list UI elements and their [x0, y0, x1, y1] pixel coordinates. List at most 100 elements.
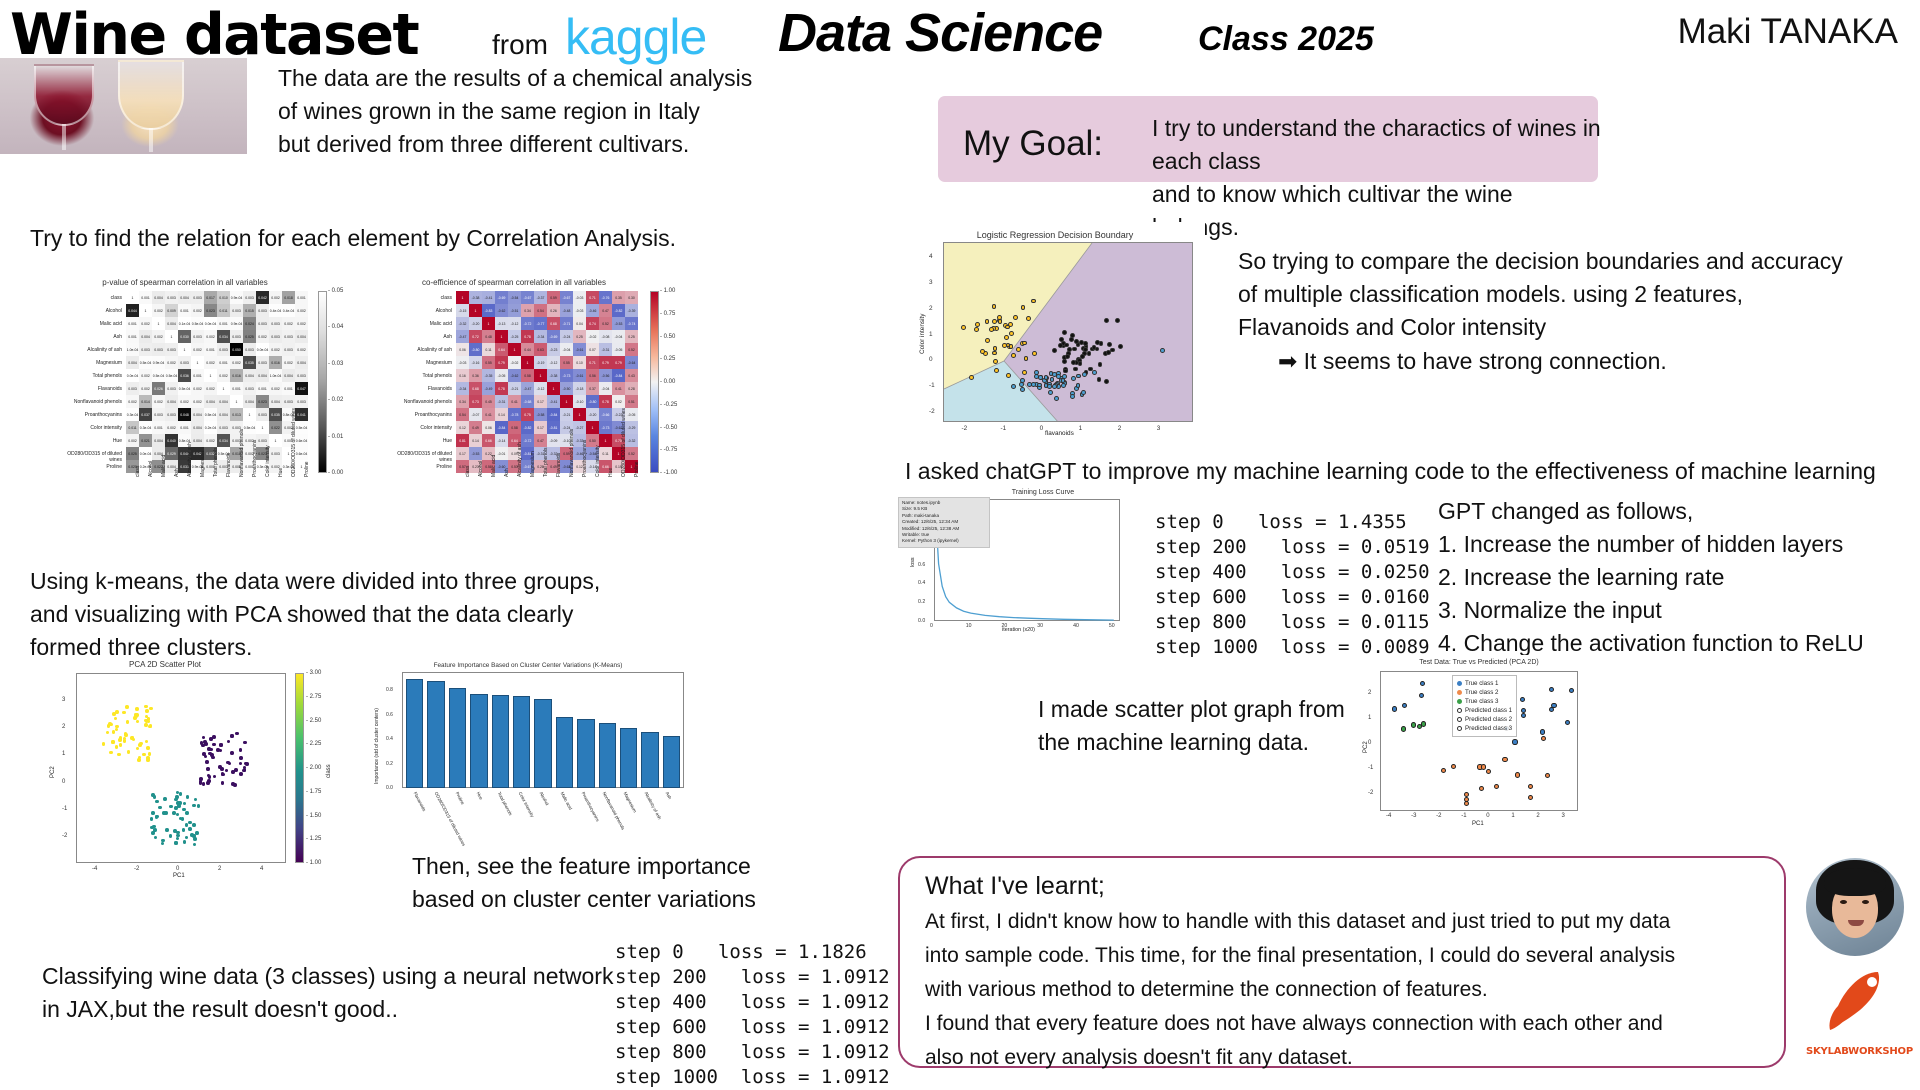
heatmap-cell: 0.001 — [217, 356, 230, 369]
heatmap-cell: -0.73 — [560, 369, 573, 382]
heatmap-cell: -0.03 — [573, 291, 586, 304]
heatmap-cell: -0.25 — [508, 330, 521, 343]
scatter-point — [1421, 721, 1427, 727]
heatmap-cell: -0.20 — [586, 408, 599, 421]
heatmap-cell: 0.78 — [599, 395, 612, 408]
scatter-point — [113, 716, 118, 721]
bar — [577, 719, 595, 788]
heatmap-cell: 0.016 — [269, 356, 282, 369]
chart-pca-scatter: PCA 2D Scatter Plot -4 -2 0 2 4 -2 -1 0 1 2 3 PC1 … — [40, 660, 332, 879]
chart-title: PCA 2D Scatter Plot — [128, 660, 202, 669]
heatmap-cell: 0.002 — [269, 343, 282, 356]
heatmap-cell: 1 — [178, 343, 191, 356]
scatter-point — [101, 742, 106, 746]
heatmap-cell: 0.5e-04 — [204, 408, 217, 421]
y-tick: 0 — [62, 778, 66, 785]
heatmap-cell: -0.12 — [547, 356, 560, 369]
heatmap-cell: -0.61 — [573, 369, 586, 382]
heatmap-cell: 0.002 — [191, 343, 204, 356]
scatter-point — [147, 752, 152, 756]
scatter-point — [1052, 384, 1058, 389]
scatter-point — [208, 751, 212, 756]
scatter-point — [126, 750, 131, 754]
scatter-point — [1075, 383, 1081, 389]
scatter-point — [1013, 315, 1019, 321]
gpt-change-2: 2. Increase the learning rate — [1438, 564, 1725, 590]
heatmap-cell: 0.002 — [295, 317, 308, 330]
scatter-point — [196, 804, 201, 808]
heatmap-cell: 0.029 — [165, 447, 178, 460]
heatmap-cell: -0.32 — [625, 434, 638, 447]
heatmap-col-label: Magnesium — [529, 451, 536, 477]
heatmap-cell: -0.54 — [586, 447, 599, 460]
heatmap-cell: 1 — [204, 369, 217, 382]
heatmap-cell: -0.72 — [521, 434, 534, 447]
scatter-point — [1083, 340, 1089, 346]
colorbar-tick: - 0.75 — [660, 310, 676, 317]
avatar — [1806, 858, 1904, 956]
scatter-point — [993, 359, 999, 364]
scatter-point — [1031, 298, 1036, 304]
heatmap-cell: 0.75 — [521, 408, 534, 421]
legend-marker — [1457, 726, 1462, 731]
heatmap-cell: -0.04 — [612, 330, 625, 343]
scatter-point — [193, 797, 198, 802]
scatter-point — [1048, 371, 1054, 376]
scatter-point — [181, 828, 186, 832]
scatter-point — [111, 740, 115, 744]
intro-line-2: of wines grown in the same region in Ita… — [278, 98, 700, 124]
scatter-point — [1018, 382, 1024, 388]
logo-caption: SKYLABWORKSHOP — [1806, 1046, 1913, 1057]
heatmap-cell: 0.025 — [243, 330, 256, 343]
heatmap-cell: 0.001 — [139, 291, 152, 304]
scatter-point — [1545, 773, 1551, 779]
heatmap-cell: 0.004 — [152, 434, 165, 447]
heatmap-cell: 1 — [295, 460, 308, 473]
scatter-point — [1021, 370, 1027, 376]
scatter-point — [1031, 350, 1037, 356]
bar — [619, 728, 638, 788]
scatter-point — [1064, 342, 1070, 348]
chart-title: Test Data: True vs Predicted (PCA 2D) — [1419, 659, 1539, 666]
heatmap-cell: 0.003 — [217, 460, 230, 473]
heatmap-cell: 0.54 — [534, 304, 547, 317]
heatmap-cell: 0.9e-04 — [191, 460, 204, 473]
heatmap-col-label: Magnesium — [199, 451, 206, 477]
scatter-point — [1103, 317, 1109, 323]
heatmap-cell: 0.79 — [599, 356, 612, 369]
heatmap-col-label: class — [134, 465, 141, 477]
y-tick: -1 — [929, 382, 935, 389]
scatter-point — [192, 842, 197, 847]
heatmap-cell: 0.023 — [256, 395, 269, 408]
scatter-point — [105, 730, 110, 735]
scatter-point — [130, 736, 135, 740]
heatmap-cell: 0.001 — [204, 343, 217, 356]
heatmap-cell: 0.004 — [165, 460, 178, 473]
scatter-point — [109, 750, 114, 755]
heatmap-row-label: Ash — [443, 333, 452, 340]
scatter-point — [1048, 389, 1054, 395]
heatmap-cell: 0.28 — [534, 460, 547, 473]
heatmap-cell: -0.60 — [495, 460, 508, 473]
y-tick: 1 — [62, 751, 66, 758]
heatmap-cell: 0.040 — [178, 447, 191, 460]
heatmap-row-label: class — [110, 294, 122, 301]
heatmap-cell: -0.34 — [456, 382, 469, 395]
heatmap-cell: 0.001 — [126, 330, 139, 343]
scatter-point — [192, 834, 197, 838]
heatmap-cell: 0.002 — [243, 447, 256, 460]
heatmap-cell: 0.003 — [230, 304, 243, 317]
scatter-point — [1011, 352, 1016, 358]
heatmap-cell: 0.002 — [269, 382, 282, 395]
heatmap-row-label: Alcohol — [105, 307, 122, 314]
heatmap-cell: 0.011 — [126, 421, 139, 434]
scatter-point — [991, 318, 997, 324]
learnt-line-2: into sample code. This time, for the fin… — [925, 944, 1676, 967]
scatter-point — [220, 767, 224, 771]
heatmap-grid: 1 -0.38 -0.41 -0.69 -0.54 -0.67 -0.37 0.59 -0.67… — [456, 291, 638, 473]
heatmap-cell: 0.002 — [165, 356, 178, 369]
scatter-point — [1118, 343, 1124, 349]
y-tick: 0 — [1368, 739, 1372, 746]
colorbar-tick: - 2.00 — [306, 765, 322, 771]
heatmap-cell: -0.58 — [534, 408, 547, 421]
